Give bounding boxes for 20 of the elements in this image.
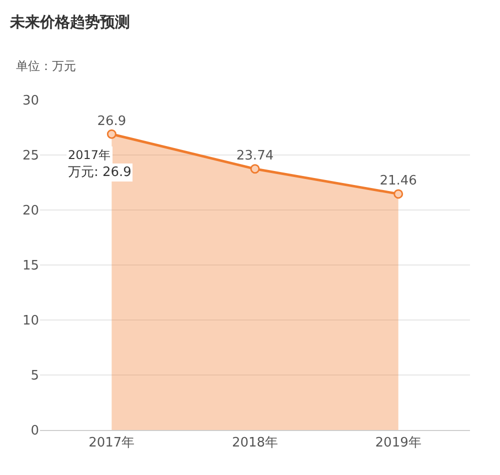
y-tick-label: 5 (30, 368, 39, 384)
x-tick-label: 2019年 (375, 436, 422, 451)
y-tick-label: 10 (22, 314, 39, 329)
data-label: 21.46 (380, 174, 417, 189)
point (106, 129, 116, 139)
x-tick-label: 2017年 (88, 436, 135, 451)
y-tick-label: 25 (22, 148, 39, 164)
y-tick-label: 20 (22, 204, 39, 219)
chart-title: 未来价格趋势预测 (9, 13, 130, 32)
y-axis-title: 单位：万元 (16, 59, 76, 73)
x-tick-label: 2018年 (232, 436, 278, 451)
y-tick-label: 0 (30, 424, 39, 439)
y-tick-label: 15 (22, 258, 39, 274)
data-label: 23.74 (236, 148, 274, 164)
annotation: 万元: 26.9 (68, 165, 132, 180)
point (250, 164, 260, 174)
y-tick-label: 30 (22, 94, 39, 109)
data-label: 26.9 (97, 114, 126, 129)
annotation: 2017年 (68, 148, 111, 162)
point (394, 189, 404, 199)
